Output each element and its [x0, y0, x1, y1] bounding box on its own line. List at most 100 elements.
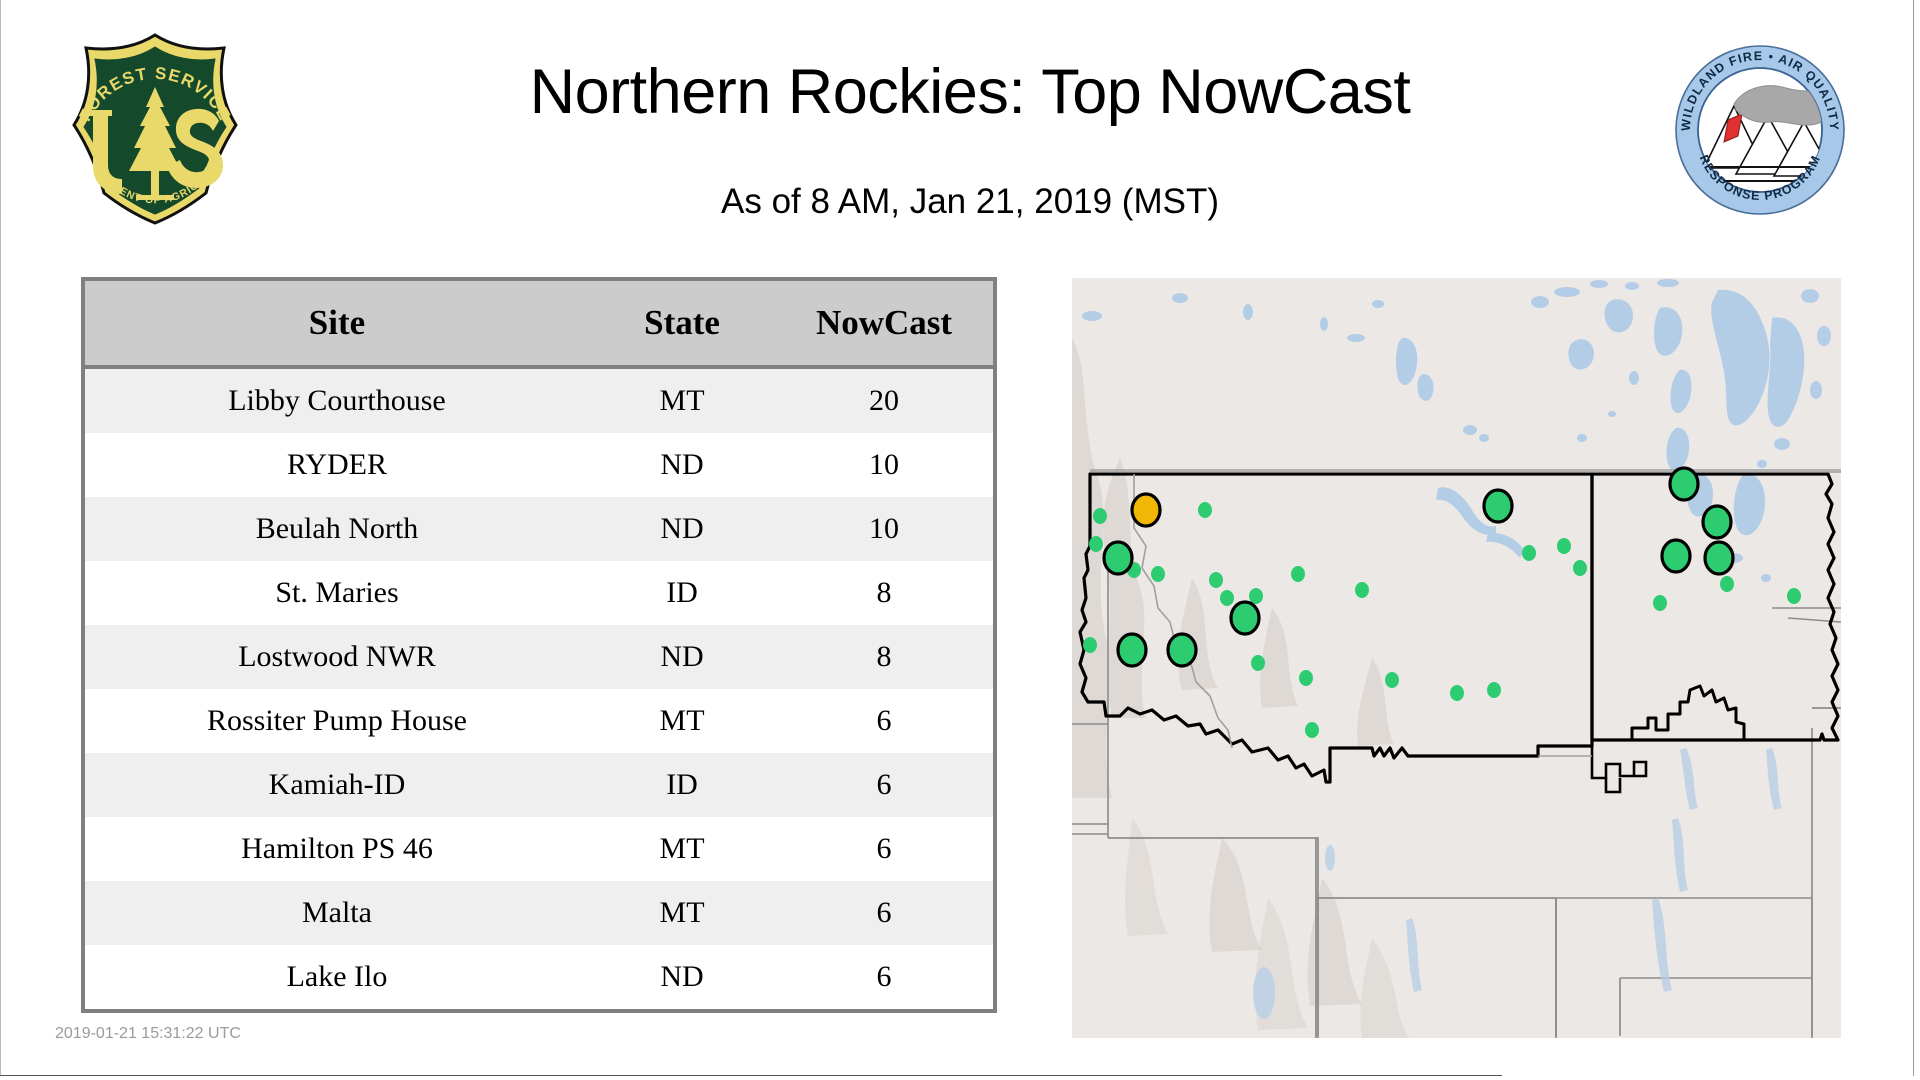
- cell-state: MT: [588, 881, 776, 945]
- table-row[interactable]: Hamilton PS 46 MT 6: [85, 817, 993, 881]
- table-row[interactable]: Beulah North ND 10: [85, 497, 993, 561]
- cell-nowcast: 10: [775, 433, 993, 497]
- cell-site: Lostwood NWR: [85, 625, 589, 689]
- cell-site: Rossiter Pump House: [85, 689, 589, 753]
- wildland-fire-air-quality-logo: WILDLAND FIRE • AIR QUALITY RESPONSE PRO…: [1674, 44, 1846, 216]
- cell-nowcast: 20: [775, 367, 993, 433]
- monitor-dot-good-site[interactable]: [1102, 540, 1134, 576]
- monitor-dot-small[interactable]: [1653, 595, 1667, 611]
- table-row[interactable]: St. Maries ID 8: [85, 561, 993, 625]
- monitor-dot-small[interactable]: [1522, 545, 1536, 561]
- cell-site: Hamilton PS 46: [85, 817, 589, 881]
- monitor-dot-good-site[interactable]: [1703, 540, 1735, 576]
- monitor-dot-small[interactable]: [1291, 566, 1305, 582]
- north-dakota-south-border-detail: [1592, 684, 1746, 742]
- monitor-dot-small[interactable]: [1249, 588, 1263, 604]
- top-nowcast-table: Site State NowCast Libby Courthouse MT 20 R…: [81, 277, 997, 1013]
- table-header-row: Site State NowCast: [85, 281, 993, 369]
- monitor-dot-small[interactable]: [1573, 560, 1587, 576]
- monitor-dot-small[interactable]: [1089, 536, 1103, 552]
- smoke-plume: [1733, 85, 1822, 126]
- monitor-dot-small[interactable]: [1487, 682, 1501, 698]
- monitor-dot-small[interactable]: [1305, 722, 1319, 738]
- monitor-dot-small[interactable]: [1083, 637, 1097, 653]
- cell-nowcast: 10: [775, 497, 993, 561]
- page-border-bottom: [0, 1075, 1502, 1076]
- cell-state: MT: [588, 689, 776, 753]
- map-land-background: [1072, 278, 1841, 1038]
- column-header-state[interactable]: State: [588, 281, 776, 369]
- monitor-dot-small[interactable]: [1385, 672, 1399, 688]
- page-subtitle: As of 8 AM, Jan 21, 2019 (MST): [721, 182, 1219, 221]
- cell-nowcast: 6: [775, 817, 993, 881]
- table-row[interactable]: RYDER ND 10: [85, 433, 993, 497]
- monitor-dot-small[interactable]: [1787, 588, 1801, 604]
- cell-state: ID: [588, 753, 776, 817]
- monitor-dot-small[interactable]: [1220, 590, 1234, 606]
- table-row[interactable]: Libby Courthouse MT 20: [85, 367, 993, 433]
- monitor-dot-small[interactable]: [1151, 566, 1165, 582]
- page-border-left: [0, 0, 1, 1076]
- cell-site: Beulah North: [85, 497, 589, 561]
- small-monitor-dots: [1083, 502, 1801, 738]
- page-border-right: [1913, 0, 1914, 1076]
- montana-border: [1078, 472, 1594, 784]
- northern-rockies-monitor-map[interactable]: [1072, 278, 1841, 1038]
- southern-water: [1253, 748, 1782, 1019]
- table-row[interactable]: Malta MT 6: [85, 881, 993, 945]
- monitor-dot-small[interactable]: [1355, 582, 1369, 598]
- page-title: Northern Rockies: Top NowCast: [529, 57, 1411, 127]
- cell-site: Lake Ilo: [85, 945, 589, 1009]
- monitor-dot-moderate-site[interactable]: [1130, 492, 1162, 528]
- table-body: Libby Courthouse MT 20 RYDER ND 10 Beulah Nort…: [85, 367, 993, 1009]
- cell-nowcast: 6: [775, 881, 993, 945]
- large-monitor-dots: [1102, 466, 1735, 668]
- table-row[interactable]: Rossiter Pump House MT 6: [85, 689, 993, 753]
- cell-site: Malta: [85, 881, 589, 945]
- column-header-nowcast[interactable]: NowCast: [775, 281, 993, 369]
- monitor-dot-good-site[interactable]: [1660, 538, 1692, 574]
- monitor-dot-small[interactable]: [1209, 572, 1223, 588]
- cell-state: MT: [588, 817, 776, 881]
- red-flag-icon: [1723, 113, 1743, 143]
- cell-state: ND: [588, 433, 776, 497]
- usfs-letter-u: [93, 113, 122, 194]
- monitor-dot-small[interactable]: [1093, 508, 1107, 524]
- wyoming-border: [1315, 838, 1557, 1038]
- cell-state: ND: [588, 625, 776, 689]
- cell-nowcast: 6: [775, 689, 993, 753]
- cell-site: Kamiah-ID: [85, 753, 589, 817]
- monitor-dot-small[interactable]: [1557, 538, 1571, 554]
- generated-timestamp: 2019-01-21 15:31:22 UTC: [55, 1025, 241, 1042]
- cell-site: Libby Courthouse: [85, 367, 589, 433]
- monitor-dot-good-site[interactable]: [1701, 504, 1733, 540]
- monitor-dot-small[interactable]: [1450, 685, 1464, 701]
- table-row[interactable]: Lake Ilo ND 6: [85, 945, 993, 1009]
- monitor-dot-good-site[interactable]: [1668, 466, 1700, 502]
- monitor-dot-small[interactable]: [1720, 576, 1734, 592]
- column-header-site[interactable]: Site: [85, 281, 589, 369]
- monitor-dot-small[interactable]: [1251, 655, 1265, 671]
- cell-site: RYDER: [85, 433, 589, 497]
- monitor-dot-small[interactable]: [1299, 670, 1313, 686]
- cell-site: St. Maries: [85, 561, 589, 625]
- table-row[interactable]: Lostwood NWR ND 8: [85, 625, 993, 689]
- monitor-dot-good-site[interactable]: [1166, 632, 1198, 668]
- internal-state-lines: [1090, 469, 1841, 757]
- north-dakota-border: [1590, 472, 1840, 742]
- cell-nowcast: 6: [775, 945, 993, 1009]
- monitor-dot-good-site[interactable]: [1482, 488, 1514, 524]
- cell-state: ND: [588, 497, 776, 561]
- cell-nowcast: 6: [775, 753, 993, 817]
- usfs-pine-tree: [129, 87, 181, 200]
- cell-state: ID: [588, 561, 776, 625]
- usfs-shield-logo: FOREST SERVICE DEPARTMENT OF AGRICULTURE: [48, 22, 258, 227]
- border-jog-detail: [1590, 744, 1648, 794]
- table-row[interactable]: Kamiah-ID ID 6: [85, 753, 993, 817]
- terrain-shading: [1072, 338, 1394, 1006]
- monitor-dot-good-site[interactable]: [1116, 632, 1148, 668]
- monitor-dot-good-site[interactable]: [1229, 600, 1261, 636]
- cell-state: MT: [588, 367, 776, 433]
- monitor-dot-small[interactable]: [1198, 502, 1212, 518]
